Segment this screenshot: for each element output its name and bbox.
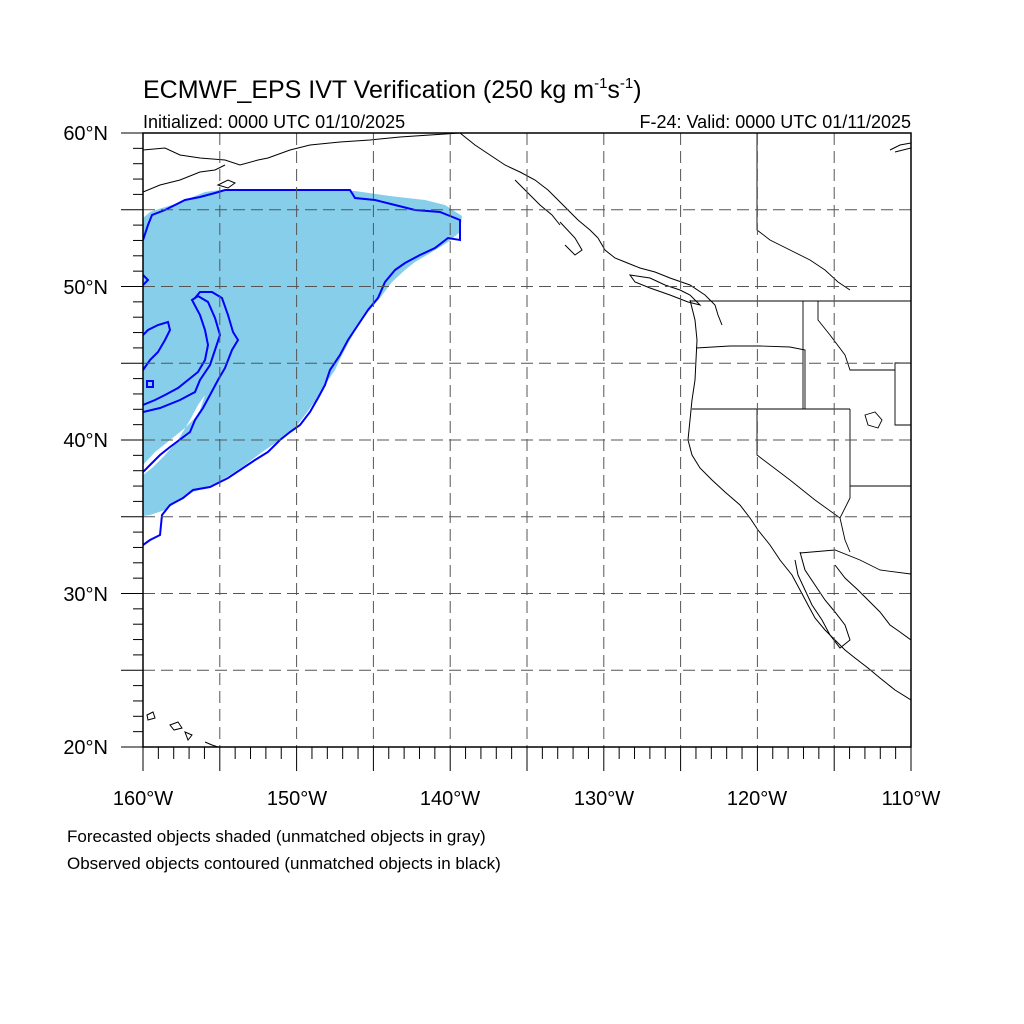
lon-tick-label: 120°W <box>727 788 787 810</box>
figure-title: ECMWF_EPS IVT Verification (250 kg m-1s-… <box>143 75 642 104</box>
footnote-observed: Observed objects contoured (unmatched ob… <box>67 854 501 873</box>
latitude-labels: 60°N 50°N 40°N 30°N 20°N <box>63 123 108 759</box>
lat-tick-label: 30°N <box>63 584 108 606</box>
alexander-archipelago <box>514 179 583 256</box>
nevada-border <box>756 409 851 519</box>
us-west-coast <box>687 299 911 701</box>
forecast-object-gap <box>143 385 210 475</box>
southeast-alaska-coast <box>459 133 599 239</box>
map-panel <box>121 132 912 771</box>
lat-tick-label: 20°N <box>63 737 108 759</box>
forecast-object <box>143 190 462 516</box>
idaho-border <box>802 301 895 409</box>
lon-tick-label: 160°W <box>113 788 173 810</box>
observed-object-contours <box>143 189 461 546</box>
bc-coastline <box>597 237 723 326</box>
gulf-of-california-coast <box>834 564 911 641</box>
axis-ticks <box>121 132 912 771</box>
us-mexico-border <box>799 549 911 575</box>
arizona-border <box>839 485 911 553</box>
washington-oregon-border <box>695 345 806 409</box>
footnote-forecast: Forecasted objects shaded (unmatched obj… <box>67 827 486 846</box>
observed-contour-dot <box>146 380 154 388</box>
kodiak-island <box>216 179 237 189</box>
coastlines <box>143 133 911 747</box>
map-gridlines <box>143 133 911 747</box>
alaska-canada-border <box>756 133 851 291</box>
great-salt-lake <box>864 411 883 429</box>
lat-tick-label: 60°N <box>63 123 108 145</box>
lat-tick-label: 50°N <box>63 277 108 299</box>
observed-contour-strand <box>143 291 240 473</box>
alaska-coastline <box>143 133 461 166</box>
longitude-labels: 160°W 150°W 140°W 130°W 120°W 110°W <box>113 788 941 810</box>
political-borders <box>690 133 911 575</box>
hawaii-islands <box>146 711 219 747</box>
observed-contour-main <box>143 189 461 546</box>
lon-tick-label: 110°W <box>882 788 941 810</box>
lon-tick-label: 130°W <box>574 788 634 810</box>
observed-contour-edge <box>143 274 150 286</box>
utah-border <box>894 362 911 426</box>
lat-tick-label: 40°N <box>63 430 108 452</box>
map-frame <box>142 132 912 748</box>
alaska-peninsula-coast <box>143 164 226 193</box>
initialized-label: Initialized: 0000 UTC 01/10/2025 <box>143 112 405 132</box>
valid-time-label: F-24: Valid: 0000 UTC 01/11/2025 <box>640 112 912 132</box>
bc-mainland-interior-coast <box>889 142 911 153</box>
observed-contour-west-lobe <box>143 320 172 371</box>
lon-tick-label: 150°W <box>267 788 327 810</box>
vancouver-island <box>628 274 702 306</box>
lon-tick-label: 140°W <box>420 788 480 810</box>
baja-california <box>794 551 851 649</box>
